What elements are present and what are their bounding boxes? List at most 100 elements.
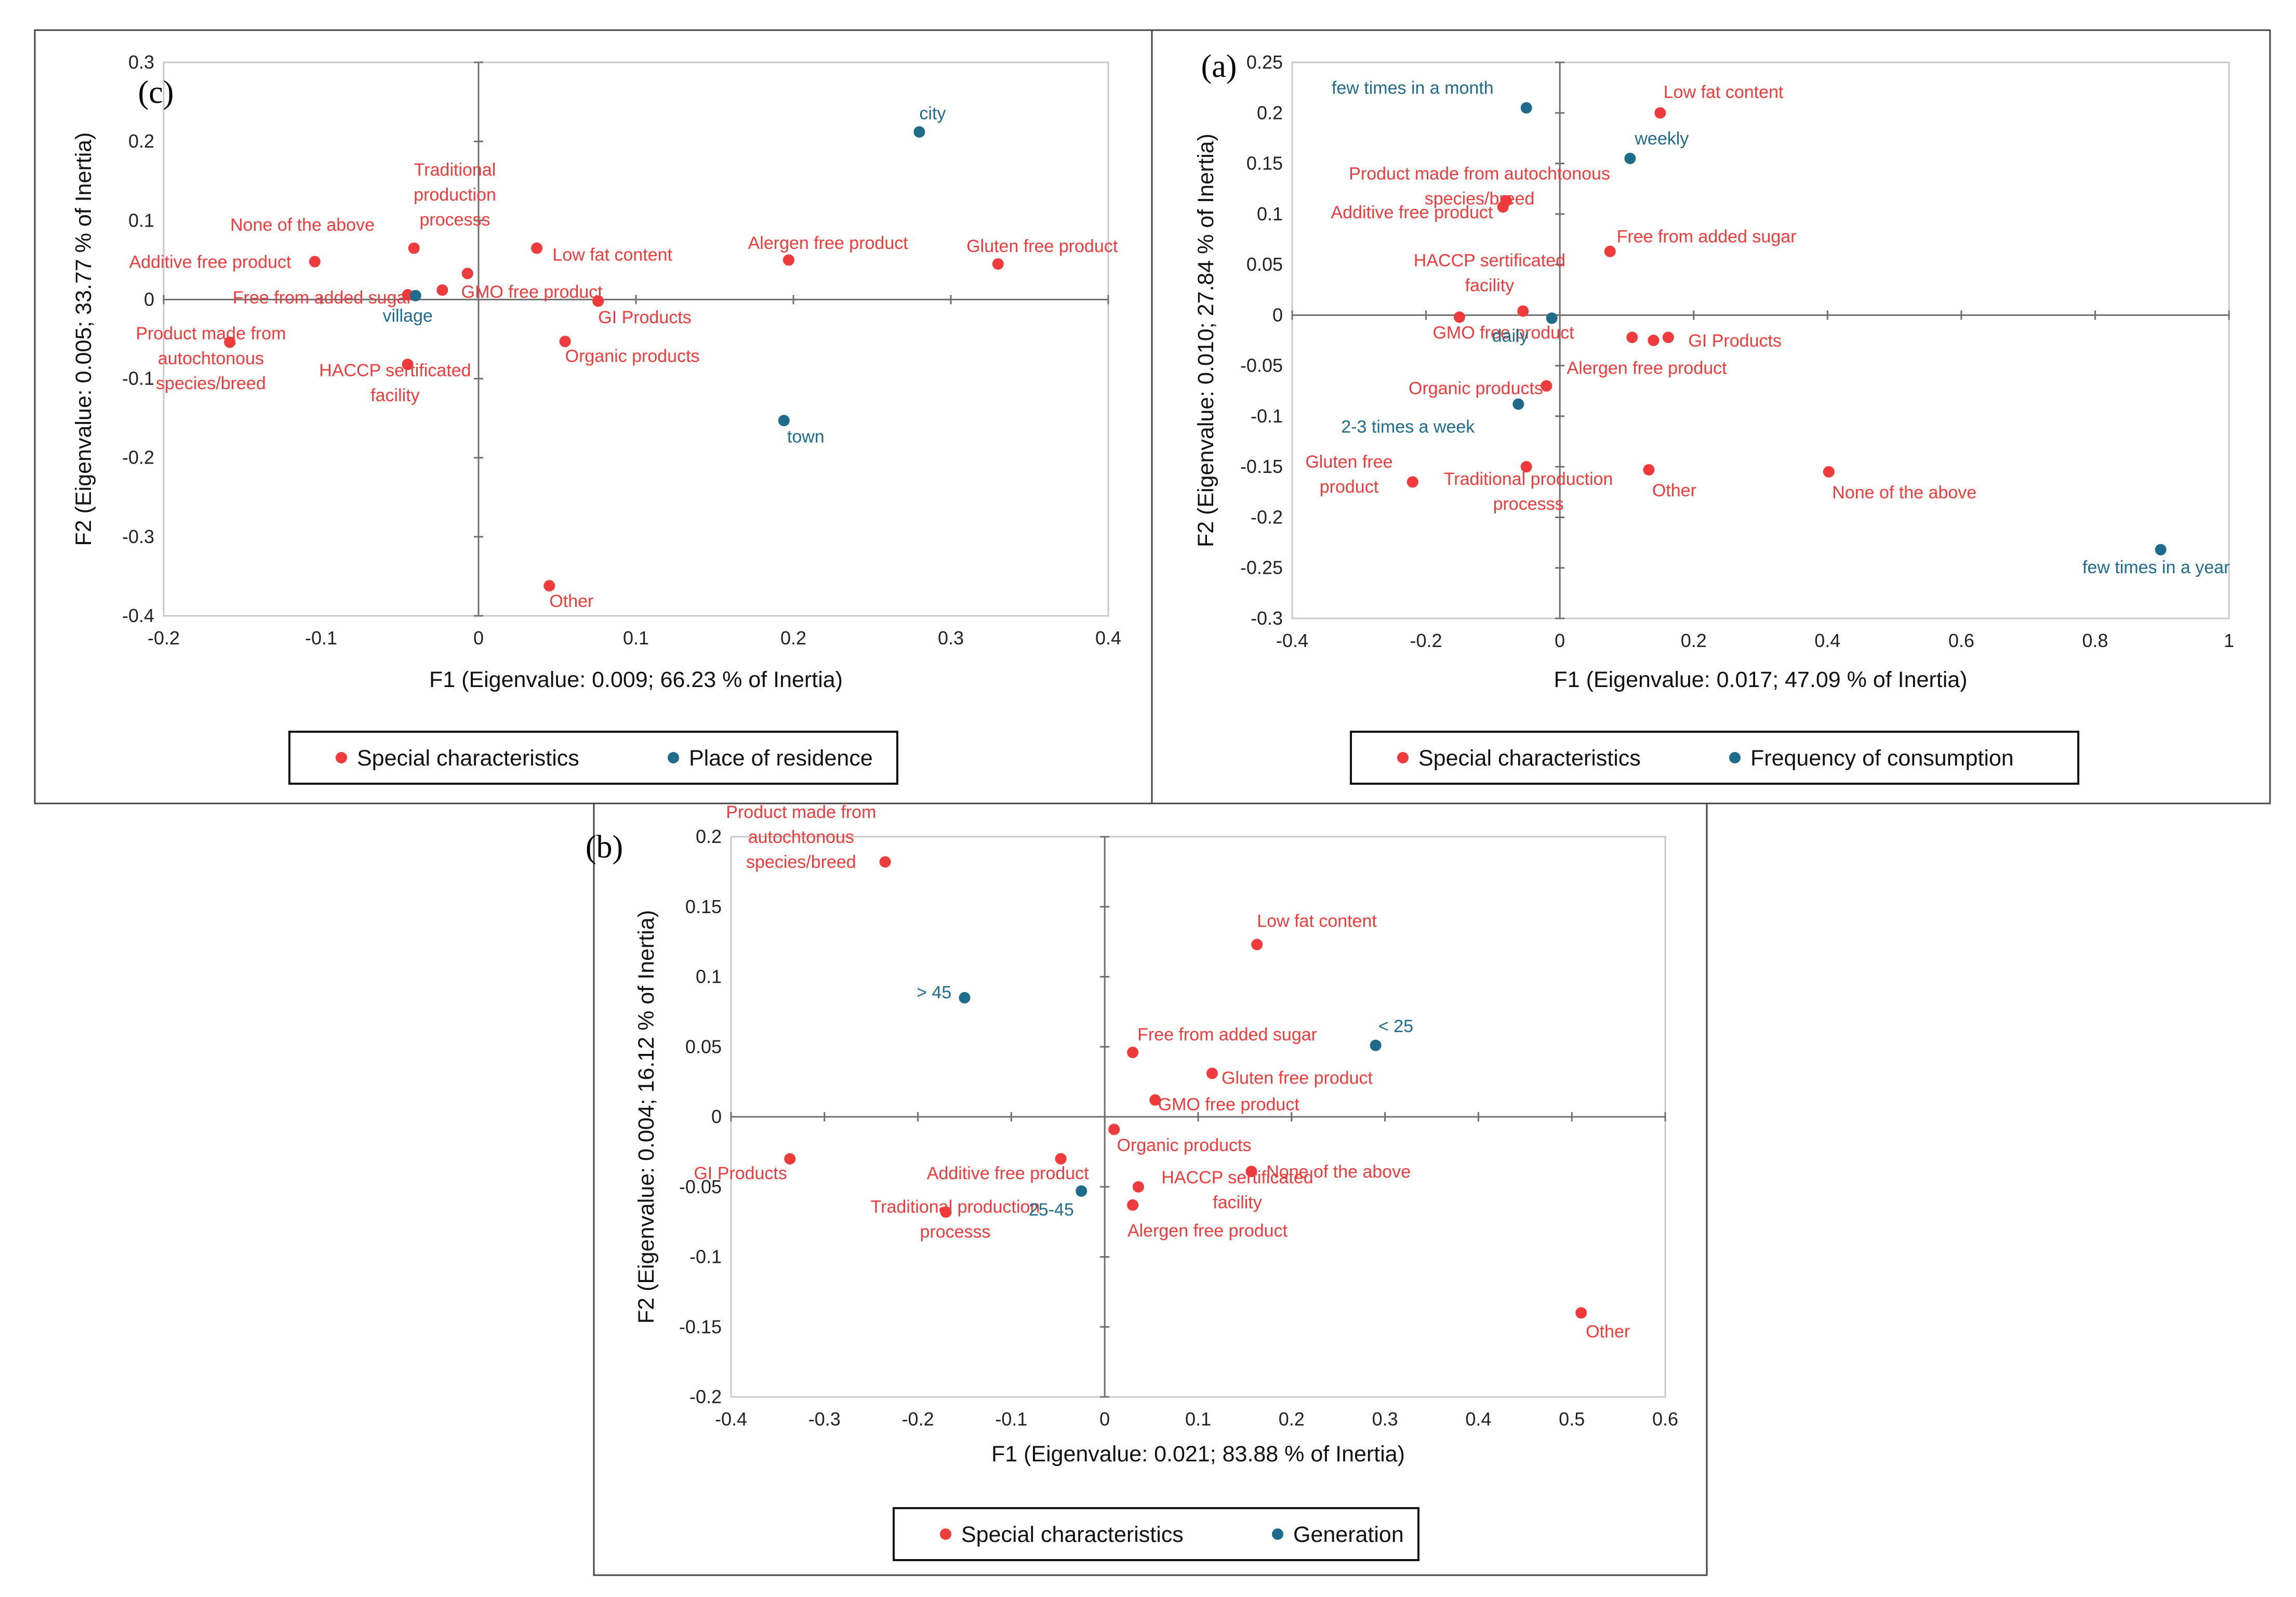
- x-tick-label: 0.1: [1185, 1408, 1211, 1430]
- x-tick-label: 0.3: [1372, 1408, 1398, 1430]
- data-point: [913, 126, 925, 138]
- data-point: [1076, 1185, 1087, 1197]
- point-label: Low fat content: [552, 245, 672, 265]
- y-tick-label: -0.4: [122, 605, 154, 626]
- y-tick-label: 0.1: [128, 209, 154, 231]
- x-tick-label: -0.4: [1276, 630, 1308, 651]
- point-label: Gluten free: [1305, 452, 1392, 472]
- data-point: [1127, 1199, 1139, 1211]
- data-point: [784, 1153, 796, 1165]
- point-label: facility: [1213, 1193, 1262, 1212]
- point-label: GI Products: [598, 308, 692, 327]
- legend: Special characteristics Place of residenc…: [288, 731, 898, 785]
- legend-entry: Frequency of consumption: [1750, 746, 2014, 771]
- data-point: [1626, 332, 1638, 344]
- data-point: [778, 415, 790, 427]
- data-point: [309, 256, 321, 268]
- point-label: Low fat content: [1664, 82, 1784, 102]
- point-label: GI Products: [694, 1164, 787, 1183]
- point-label: facility: [370, 386, 419, 405]
- data-point: [1406, 476, 1418, 488]
- x-tick-label: 0.6: [1652, 1408, 1678, 1430]
- point-label: None of the above: [1266, 1162, 1411, 1182]
- plot-area-border: [163, 61, 1109, 617]
- legend: Special characteristics Generation: [893, 1507, 1419, 1561]
- point-label: Free from added sugar: [233, 288, 413, 308]
- y-tick-label: 0.25: [1246, 51, 1283, 73]
- data-point: [1624, 152, 1636, 164]
- point-label: Product made from: [726, 802, 876, 822]
- data-point: [1648, 335, 1660, 346]
- y-axis-title: F2 (Eigenvalue: 0.010; 27.84 % of Inerti…: [1193, 134, 1218, 547]
- point-label: processs: [1493, 494, 1564, 514]
- point-label: 25-45: [1029, 1200, 1074, 1220]
- series-group: city village town: [382, 103, 946, 446]
- data-point: [559, 336, 571, 348]
- point-label: HACCP sertificated: [319, 361, 471, 380]
- point-label: Alergen free product: [1567, 359, 1728, 378]
- data-point: [1512, 398, 1524, 410]
- x-tick-label: -0.2: [902, 1408, 934, 1430]
- data-point: [1245, 1166, 1257, 1178]
- point-label: None of the above: [1832, 483, 1976, 503]
- x-tick-label: -0.2: [1410, 630, 1442, 651]
- x-axis-title: F1 (Eigenvalue: 0.017; 47.09 % of Inerti…: [1554, 667, 1968, 692]
- data-point: [1520, 461, 1532, 473]
- point-label: autochtonous: [748, 827, 854, 847]
- series-special-characteristics: Additive free product None of the above Tr…: [129, 160, 1118, 611]
- point-label: > 45: [917, 983, 951, 1002]
- point-label: weekly: [1634, 129, 1689, 149]
- x-tick-label: 0.4: [1465, 1408, 1491, 1430]
- legend-entry: Place of residence: [689, 746, 873, 771]
- point-label: HACCP sertificated: [1161, 1168, 1313, 1187]
- x-axis-title: F1 (Eigenvalue: 0.009; 66.23 % of Inerti…: [429, 667, 843, 692]
- point-label: few times in a month: [1332, 78, 1494, 98]
- y-tick-label: 0.2: [1257, 102, 1283, 123]
- point-label: Organic products: [565, 346, 700, 366]
- x-tick-label: -0.2: [148, 627, 180, 649]
- x-tick-label: -0.1: [995, 1408, 1027, 1430]
- data-point: [1517, 305, 1529, 317]
- y-tick-label: -0.1: [122, 368, 154, 389]
- y-tick-label: 0.1: [696, 966, 722, 987]
- panel-label: (c): [138, 75, 174, 110]
- panel-b: -0.4 -0.3 -0.2 -0.1 0 0.1 0.2 0.3 0.4 0.5 0.6 -0.2 -…: [586, 802, 1678, 1561]
- point-label: Traditional production: [1444, 469, 1613, 489]
- point-label: Product made from autochtonous: [1349, 164, 1610, 183]
- point-label: village: [382, 306, 432, 326]
- data-point: [461, 268, 473, 280]
- x-tick-label: 0.4: [1814, 630, 1840, 651]
- data-point: [2155, 544, 2167, 556]
- point-label: Additive free product: [1331, 203, 1493, 222]
- point-label: Additive free product: [927, 1164, 1089, 1183]
- point-label: species/breed: [1425, 189, 1535, 208]
- legend-entry: Special characteristics: [961, 1522, 1184, 1547]
- point-label: Low fat content: [1257, 912, 1377, 931]
- data-point: [408, 242, 420, 254]
- point-label: few times in a year: [2082, 558, 2229, 577]
- x-tick-label: 0.4: [1095, 627, 1121, 649]
- point-label: Product made from: [136, 324, 286, 344]
- legend: Special characteristics Frequency of cons…: [1350, 731, 2079, 785]
- point-label: Organic products: [1409, 378, 1543, 398]
- legend-marker: [668, 752, 679, 763]
- y-tick-label: -0.3: [122, 526, 154, 547]
- series-special-characteristics: Low fat content Product made from autocht…: [1305, 82, 1976, 513]
- point-label: Alergen free product: [748, 233, 909, 253]
- data-point: [1149, 1094, 1161, 1106]
- x-tick-label: -0.4: [715, 1408, 747, 1430]
- x-tick-label: 0.6: [1948, 630, 1974, 651]
- series-group: > 45 < 25 25-45: [917, 983, 1413, 1220]
- data-point: [1604, 245, 1616, 257]
- panel-label: (b): [586, 829, 623, 865]
- data-point: [1541, 380, 1552, 392]
- data-point: [1251, 939, 1263, 951]
- point-label: 2-3 times a week: [1341, 417, 1475, 437]
- data-point: [1643, 464, 1655, 476]
- y-tick-label: 0.05: [685, 1036, 722, 1057]
- legend-box: [288, 731, 898, 785]
- point-label: product: [1320, 477, 1379, 497]
- point-label: Additive free product: [129, 252, 291, 272]
- data-point: [1055, 1153, 1067, 1165]
- x-tick-label: -0.1: [305, 627, 337, 649]
